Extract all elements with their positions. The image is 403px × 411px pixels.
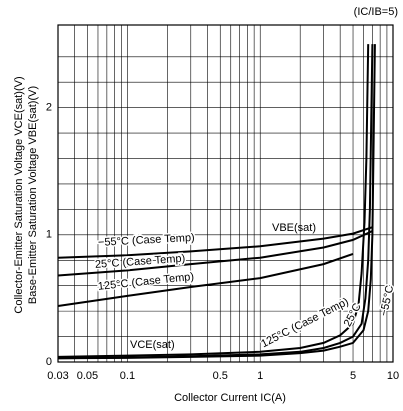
annotation: VCE(sat) <box>130 339 175 351</box>
plot-frame <box>57 24 394 363</box>
x-tick-label: 0.05 <box>77 370 98 382</box>
series-line <box>57 44 376 360</box>
x-tick-label: 0.1 <box>120 370 135 382</box>
y-tick-label: 0 <box>46 356 52 368</box>
series-line <box>57 230 373 277</box>
series-line <box>57 44 370 358</box>
series-line <box>57 252 354 307</box>
x-tick-label: 10 <box>387 370 399 382</box>
annotation: VBE(sat) <box>272 222 316 234</box>
x-tick-label: 0.03 <box>47 370 68 382</box>
x-tick-label: 5 <box>350 370 356 382</box>
y-axis-label: Collector-Emitter Saturation Voltage VCE… <box>13 76 25 313</box>
y-tick-label: 1 <box>46 229 52 241</box>
x-tick-label: 1 <box>257 370 263 382</box>
chart-title: (IC/IB=5) <box>354 6 398 18</box>
y-axis-label: Base-Emitter Saturation Voltage VBE(sat)… <box>27 86 39 304</box>
x-tick-label: 0.5 <box>213 370 228 382</box>
x-axis-label: Collector Current IC(A) <box>174 392 286 404</box>
y-tick-label: 2 <box>46 102 52 114</box>
series-line <box>57 226 373 259</box>
